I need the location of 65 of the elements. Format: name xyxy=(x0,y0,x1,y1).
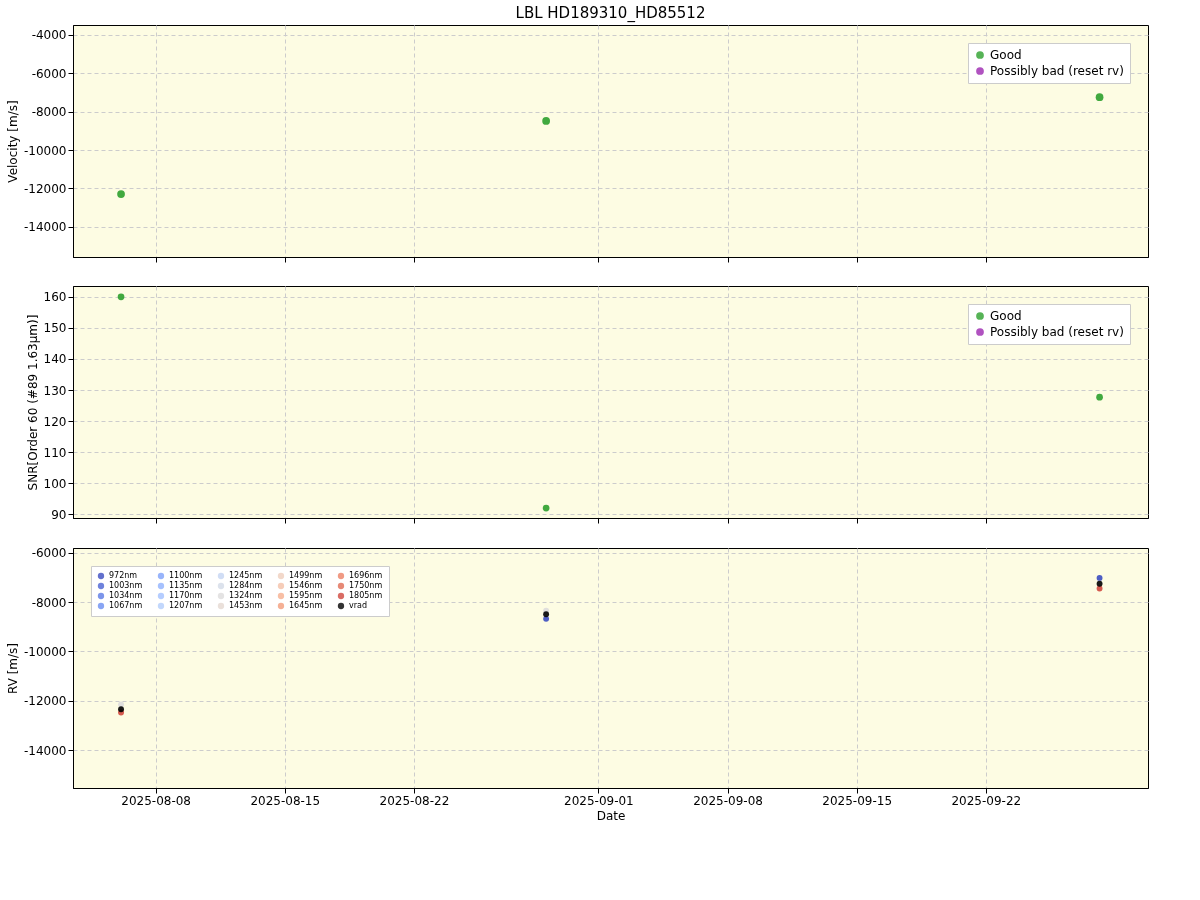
y-tick-label: 120 xyxy=(43,414,67,429)
y-tick-label: 160 xyxy=(43,290,67,305)
legend-label: 1453nm xyxy=(229,601,263,610)
chart-title: LBL HD189310_HD85512 xyxy=(515,4,706,23)
y-tick-label: -6000 xyxy=(31,546,67,561)
y-tick-label: -8000 xyxy=(31,105,67,120)
y-tick-label: -12000 xyxy=(23,181,67,196)
legend-label: 1135nm xyxy=(169,581,203,590)
legend-label: 1546nm xyxy=(289,581,323,590)
y-tick-label: -10000 xyxy=(23,644,67,659)
legend-label: 1284nm xyxy=(229,581,263,590)
x-tick-label: 2025-09-08 xyxy=(693,793,763,808)
y-tick-label: -14000 xyxy=(23,220,67,235)
point xyxy=(1095,93,1104,102)
x-tick-label: 2025-09-22 xyxy=(951,793,1022,808)
y-axis-title: RV [m/s] xyxy=(6,642,20,695)
legend-label: 1207nm xyxy=(169,601,203,610)
y-tick-label: 130 xyxy=(43,383,67,398)
legend-label: 1324nm xyxy=(229,591,263,600)
legend-label: 1805nm xyxy=(349,591,383,600)
legend-label: 1696nm xyxy=(349,571,383,580)
y-tick-label: -12000 xyxy=(23,694,67,709)
legend-label: 1067nm xyxy=(109,601,143,610)
legend-label: 1245nm xyxy=(229,571,263,580)
y-tick-label: 140 xyxy=(43,352,67,367)
y-tick-label: 110 xyxy=(43,445,67,460)
y-tick-label: -4000 xyxy=(31,28,67,43)
legend-label: 1645nm xyxy=(289,601,323,610)
legend-label: 1034nm xyxy=(109,591,143,600)
x-tick-label: 2025-08-08 xyxy=(121,793,192,808)
point xyxy=(543,615,550,622)
y-axis-title: SNR[Order 60 (#89 1.63μm)] xyxy=(25,314,40,491)
legend-label: vrad xyxy=(349,601,368,610)
x-axis-title: Date xyxy=(596,808,626,823)
y-axis-title: Velocity [m/s] xyxy=(6,100,20,183)
x-tick-label: 2025-09-01 xyxy=(564,793,634,808)
point xyxy=(1096,393,1103,401)
y-tick-label: 100 xyxy=(43,476,67,491)
point xyxy=(1096,580,1103,587)
y-tick-label: -6000 xyxy=(31,66,67,81)
point xyxy=(1096,574,1103,581)
point xyxy=(542,117,550,125)
legend-label: 972nm xyxy=(109,571,138,580)
y-tick-label: 90 xyxy=(51,507,67,522)
legend-label: Good xyxy=(990,48,1022,62)
x-tick-label: 2025-09-15 xyxy=(822,793,893,808)
y-tick-label: 150 xyxy=(43,321,67,336)
legend-label: 1750nm xyxy=(349,581,383,590)
y-tick-label: -10000 xyxy=(23,143,67,158)
x-tick-label: 2025-08-22 xyxy=(379,793,450,808)
legend-label: Possibly bad (reset rv) xyxy=(990,64,1124,78)
point xyxy=(117,293,125,301)
point xyxy=(117,190,125,198)
legend-label: 1003nm xyxy=(109,581,143,590)
point xyxy=(543,611,550,618)
legend-label: 1595nm xyxy=(289,591,323,600)
y-tick-label: -8000 xyxy=(31,595,67,610)
legend-label: 1170nm xyxy=(169,591,203,600)
x-tick-label: 2025-08-15 xyxy=(250,793,321,808)
legend-label: Possibly bad (reset rv) xyxy=(990,325,1124,339)
legend-label: Good xyxy=(990,309,1022,323)
point xyxy=(542,504,550,512)
legend-label: 1499nm xyxy=(289,571,323,580)
y-tick-label: -14000 xyxy=(23,743,67,758)
legend-label: 1100nm xyxy=(169,571,203,580)
